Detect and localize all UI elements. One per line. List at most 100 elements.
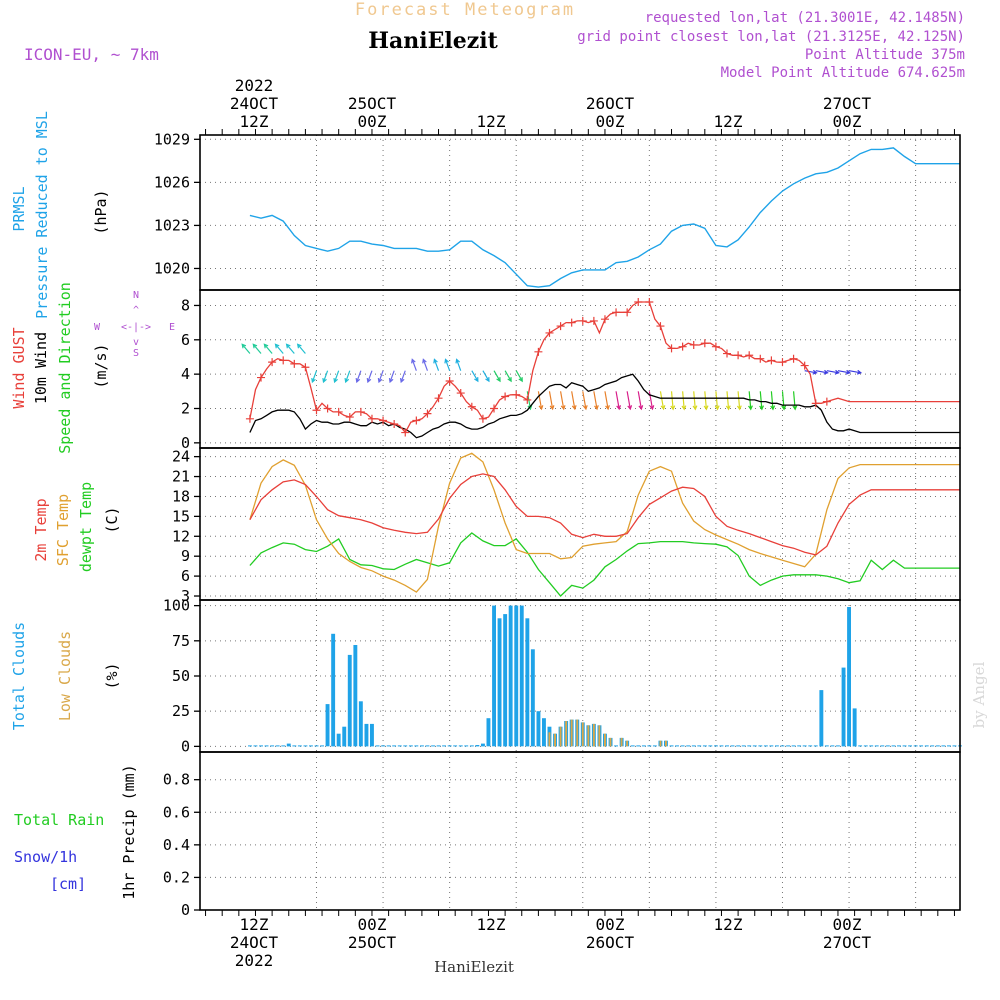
total-cloud-bar [852, 708, 857, 747]
total-cloud-bar [508, 605, 513, 747]
wind-direction-arrow [444, 358, 451, 371]
compass-north-arrow: ^ [133, 305, 139, 316]
total-cloud-bar [281, 745, 286, 747]
bottom-date-label: 25OCT [348, 933, 397, 952]
total-cloud-bar [819, 690, 824, 747]
total-cloud-bar [775, 745, 779, 747]
gust-marker [490, 404, 499, 413]
total-cloud-bar [286, 743, 291, 747]
gust-marker [334, 407, 343, 416]
gust-marker [356, 407, 365, 416]
wind-direction-arrow [725, 391, 731, 411]
total-clouds-label: Total Clouds [10, 622, 28, 730]
compass-east: E [169, 322, 175, 333]
temperature-panel: 2m Temp SFC Temp dewpt Temp (C) 3 6 9 12 15 1… [32, 448, 960, 605]
gust-marker [600, 315, 609, 324]
compass-south-arrow: v [133, 337, 139, 348]
compass-north: N [133, 290, 139, 301]
total-cloud-bar [364, 723, 369, 747]
total-cloud-bar [708, 745, 713, 747]
total-cloud-bar [530, 649, 535, 747]
low-cloud-bar [659, 740, 662, 747]
gust-marker [623, 308, 632, 317]
y-tick-label: 1029 [154, 130, 190, 148]
gust-marker [567, 318, 576, 327]
wind-direction-arrow [377, 370, 384, 384]
gust-marker [678, 342, 687, 351]
wind-direction-arrow [848, 369, 863, 375]
total-cloud-bar [408, 745, 413, 747]
low-cloud-bar [604, 733, 606, 747]
y-tick-label: 75 [172, 632, 190, 650]
compass-south: S [133, 348, 139, 359]
y-tick-label: 1020 [154, 259, 190, 277]
wind-direction-arrow [355, 370, 362, 384]
total-cloud-bar [908, 745, 912, 747]
total-cloud-bar [636, 745, 641, 747]
total-cloud-bar [492, 605, 496, 747]
total-cloud-bar [375, 745, 380, 747]
top-hour-label: 12Z [240, 112, 269, 131]
total-cloud-bar [652, 745, 657, 747]
total-cloud-bar [802, 745, 807, 747]
total-cloud-bar [902, 745, 907, 747]
wind-direction-arrow [296, 343, 306, 354]
gust-marker [290, 359, 299, 368]
gust-marker [412, 416, 421, 425]
total-cloud-bar [714, 745, 718, 747]
total-cloud-bar [769, 745, 774, 747]
wind-direction-arrow [770, 391, 776, 411]
wind-direction-arrow [626, 391, 633, 411]
compass-west: W [94, 322, 101, 333]
panel-frame [199, 134, 961, 291]
wind-gust-label: Wind GUST [10, 327, 28, 408]
gust-marker [689, 340, 698, 349]
total-rain-label: Total Rain [14, 811, 104, 829]
gust-marker [478, 414, 487, 423]
wind-direction-arrow [411, 358, 417, 371]
total-cloud-bar [436, 745, 441, 747]
wind-direction-arrow [692, 391, 698, 411]
total-cloud-bar [847, 607, 851, 747]
total-cloud-bar [747, 745, 752, 747]
wind-direction-arrow [804, 369, 818, 375]
low-cloud-bar [592, 723, 595, 747]
total-cloud-bar [309, 745, 313, 747]
wind-direction-arrow [559, 391, 566, 411]
total-cloud-bar [475, 745, 480, 747]
wind-direction-arrow [736, 391, 742, 411]
top-date-label: 24OCT [230, 94, 279, 113]
wind-direction-arrow [659, 391, 666, 411]
bottom-hour-label: 12Z [714, 915, 743, 934]
total-cloud-bar [824, 745, 829, 747]
total-cloud-bar [253, 745, 258, 747]
total-cloud-bar [647, 745, 652, 747]
total-cloud-bar [874, 745, 879, 747]
gust-marker [445, 377, 454, 386]
total-cloud-bar [386, 745, 391, 747]
precip-unit: 1hr Precip (mm) [120, 764, 138, 899]
top-date-label: 27OCT [823, 94, 872, 113]
wind-direction-arrow [681, 391, 687, 411]
total-cloud-bar [741, 745, 746, 747]
top-time-axis: 2022 24OCT 25OCT 26OCT 27OCT 12Z 00Z 12Z… [230, 76, 872, 131]
bottom-hour-label: 12Z [240, 915, 269, 934]
wind-direction-arrow [670, 391, 676, 411]
pressure-msl-label: Pressure Reduced to MSL [33, 111, 51, 319]
total-cloud-bar [947, 745, 951, 747]
wind-direction-arrow [648, 391, 655, 411]
total-cloud-bar [758, 745, 763, 747]
top-year-label: 2022 [235, 76, 274, 95]
wind-unit: (m/s) [92, 343, 110, 388]
total-cloud-bar [841, 667, 846, 747]
total-cloud-bar [353, 645, 358, 747]
gust-marker [634, 298, 643, 307]
wind-10m-label: 10m Wind [32, 332, 50, 404]
total-cloud-bar [897, 745, 901, 747]
total-cloud-bar [891, 745, 896, 747]
wind-direction-arrow [274, 343, 284, 354]
wind-direction-arrow [455, 358, 462, 371]
gust-marker [723, 349, 732, 358]
point-altitude: Point Altitude 375m [805, 47, 965, 63]
gust-marker [434, 394, 443, 403]
